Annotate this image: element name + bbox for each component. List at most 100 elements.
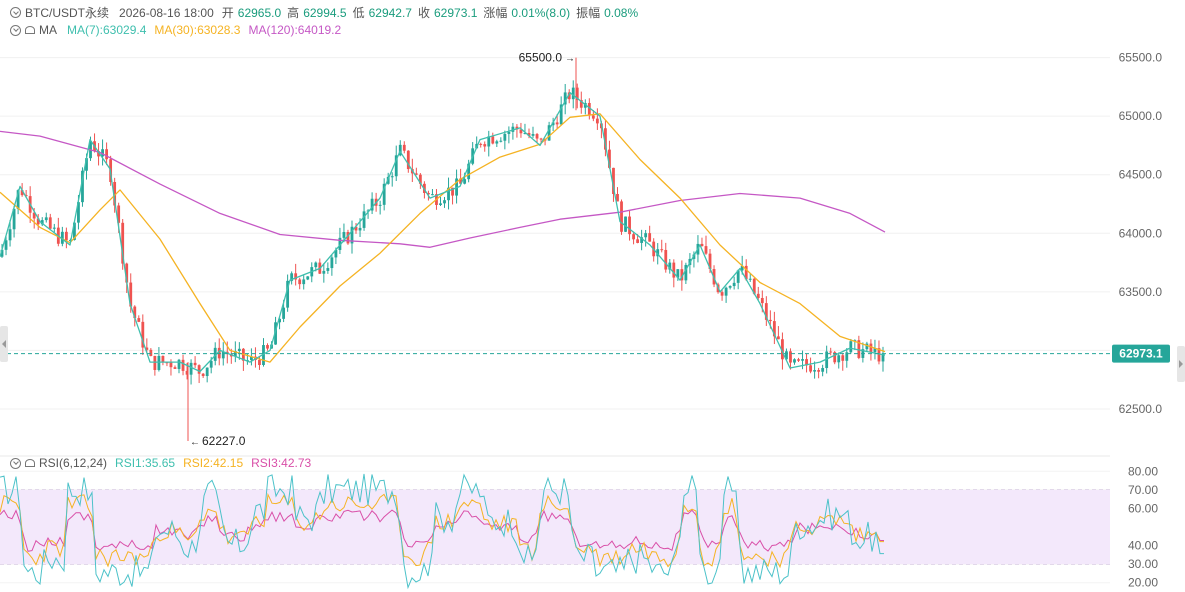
candle-body xyxy=(511,126,515,132)
candle-body xyxy=(535,134,539,139)
candle-body xyxy=(0,249,4,257)
candle-body xyxy=(459,178,463,184)
candle-body xyxy=(724,287,728,296)
candle-body xyxy=(579,99,583,108)
candle-body xyxy=(274,322,277,345)
candle-body xyxy=(366,210,370,212)
candle-body xyxy=(149,349,153,356)
candle-body xyxy=(113,181,117,206)
candle-body xyxy=(354,226,358,231)
price-tick-label: 65500.0 xyxy=(1119,51,1163,65)
candle-body xyxy=(427,192,430,195)
candle-body xyxy=(736,270,740,283)
candle-body xyxy=(616,193,619,202)
change-label: 涨幅 xyxy=(483,6,508,20)
candle-body xyxy=(680,269,684,281)
candle-body xyxy=(20,190,24,196)
candle-body xyxy=(97,151,100,157)
candle-body xyxy=(801,359,804,361)
candle-body xyxy=(330,257,334,269)
candle-body xyxy=(547,125,551,141)
visibility-icon[interactable] xyxy=(25,26,35,34)
candle-body xyxy=(201,373,205,377)
candle-body xyxy=(704,246,708,254)
candle-body xyxy=(390,176,394,178)
candle-body xyxy=(12,208,16,230)
price-tick-label: 64500.0 xyxy=(1119,168,1163,182)
candle-body xyxy=(346,232,350,244)
candle-body xyxy=(414,173,418,175)
candle-body xyxy=(841,355,845,361)
candle-body xyxy=(865,343,869,350)
candle-body xyxy=(555,122,559,125)
candle-body xyxy=(772,321,776,337)
candle-body xyxy=(105,149,109,160)
candle-body xyxy=(306,276,310,280)
min-arrow-icon: ← xyxy=(190,437,200,448)
candle-body xyxy=(121,222,125,264)
candle-body xyxy=(591,115,595,119)
rsi-tick-label: 40.00 xyxy=(1128,539,1158,553)
candle-body xyxy=(402,144,406,151)
candle-body xyxy=(101,149,104,157)
candle-body xyxy=(821,368,825,372)
ma30-value: MA(30):63028.3 xyxy=(154,23,241,37)
candle-body xyxy=(406,150,410,170)
ma120-value: MA(120):64019.2 xyxy=(248,23,342,37)
open-label: 开 xyxy=(221,6,234,20)
candle-body xyxy=(503,133,507,141)
current-price-tag-bg xyxy=(1112,344,1170,363)
candle-body xyxy=(16,190,20,209)
candle-body xyxy=(720,292,724,296)
candle-body xyxy=(73,222,76,241)
collapse-icon[interactable] xyxy=(10,457,21,469)
candle-body xyxy=(656,249,660,257)
visibility-icon[interactable] xyxy=(25,459,35,467)
candle-body xyxy=(44,217,48,221)
min-price-label: 62227.0 xyxy=(202,434,246,448)
candle-body xyxy=(559,104,563,125)
open-value: 62965.0 xyxy=(237,5,282,20)
candle-body xyxy=(133,306,137,319)
candle-body xyxy=(398,144,402,156)
collapse-icon[interactable] xyxy=(10,7,21,18)
candle-body xyxy=(495,141,499,144)
candle-body xyxy=(620,201,623,232)
low-value: 62942.7 xyxy=(368,5,412,20)
candle-body xyxy=(483,144,487,147)
datetime-label: 2026-08-16 18:00 xyxy=(119,5,214,20)
candle-body xyxy=(125,263,129,283)
candle-body xyxy=(237,348,241,352)
max-price-label: 65500.0 xyxy=(519,51,563,65)
candle-body xyxy=(869,343,873,353)
candle-body xyxy=(660,249,664,251)
candle-body xyxy=(764,303,768,320)
candle-body xyxy=(684,264,688,281)
candle-body xyxy=(286,280,290,308)
candle-body xyxy=(499,140,503,142)
candle-body xyxy=(829,351,833,353)
candle-body xyxy=(873,348,877,353)
collapse-icon[interactable] xyxy=(10,24,21,36)
candle-body xyxy=(64,231,68,241)
current-price-label: 62973.1 xyxy=(1119,347,1163,361)
current-price-tag: 62973.1 xyxy=(1112,344,1170,363)
candle-body xyxy=(793,359,796,363)
candle-body xyxy=(833,352,837,363)
scroll-right-handle[interactable] xyxy=(1177,346,1185,382)
candle-body xyxy=(278,318,281,323)
candle-body xyxy=(640,237,644,243)
price-tick-label: 62500.0 xyxy=(1119,402,1163,416)
candle-body xyxy=(624,216,627,232)
candle-body xyxy=(881,353,885,362)
candle-body xyxy=(117,205,121,223)
scroll-left-handle[interactable] xyxy=(0,326,8,362)
candle-body xyxy=(173,367,177,369)
candle-body xyxy=(177,359,181,369)
candle-body xyxy=(4,240,8,250)
candle-body xyxy=(378,204,382,206)
change-value: 0.01%(8.0) xyxy=(511,5,571,20)
rsi-tick-label: 70.00 xyxy=(1128,483,1158,497)
price-tick-label: 63500.0 xyxy=(1119,285,1163,299)
